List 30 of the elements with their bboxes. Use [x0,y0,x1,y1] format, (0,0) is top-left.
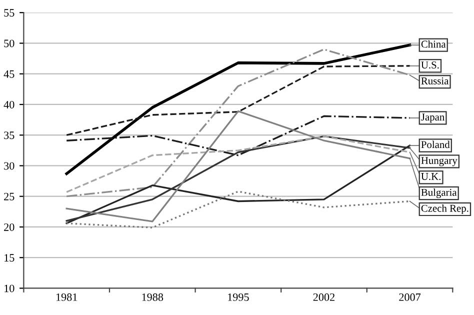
series-label: Czech Rep. [421,204,468,214]
x-tick-label: 2007 [399,293,421,301]
line-series [66,65,411,136]
series-label: U.S. [421,61,439,69]
series-label: Russia [421,77,449,84]
y-tick-label: 50 [4,40,14,48]
line-series [66,115,411,156]
series-label: Hungary [421,157,458,166]
series-label: Japan [421,114,444,123]
x-tick-label: 2002 [313,293,334,301]
y-tick-label: 40 [4,100,14,108]
series-label: Poland [421,140,450,148]
y-tick-label: 45 [4,70,14,78]
series-label: China [421,40,446,48]
x-tick-label: 1981 [56,293,78,301]
line-series [65,44,412,176]
y-tick-label: 10 [4,284,14,292]
y-tick-label: 25 [4,192,14,200]
line-series [66,135,411,193]
x-tick-label: 1988 [142,293,164,301]
y-tick-label: 30 [4,162,14,170]
y-tick-label: 15 [4,254,14,262]
text: U.K. [421,173,440,180]
x-tick-label: 1995 [228,293,249,301]
line-series [66,190,411,228]
y-tick-label: 20 [4,223,14,231]
y-tick-label: 55 [4,9,14,17]
text: Bulgaria [421,188,457,198]
y-tick-label: 35 [4,132,14,140]
line-series [66,110,411,222]
